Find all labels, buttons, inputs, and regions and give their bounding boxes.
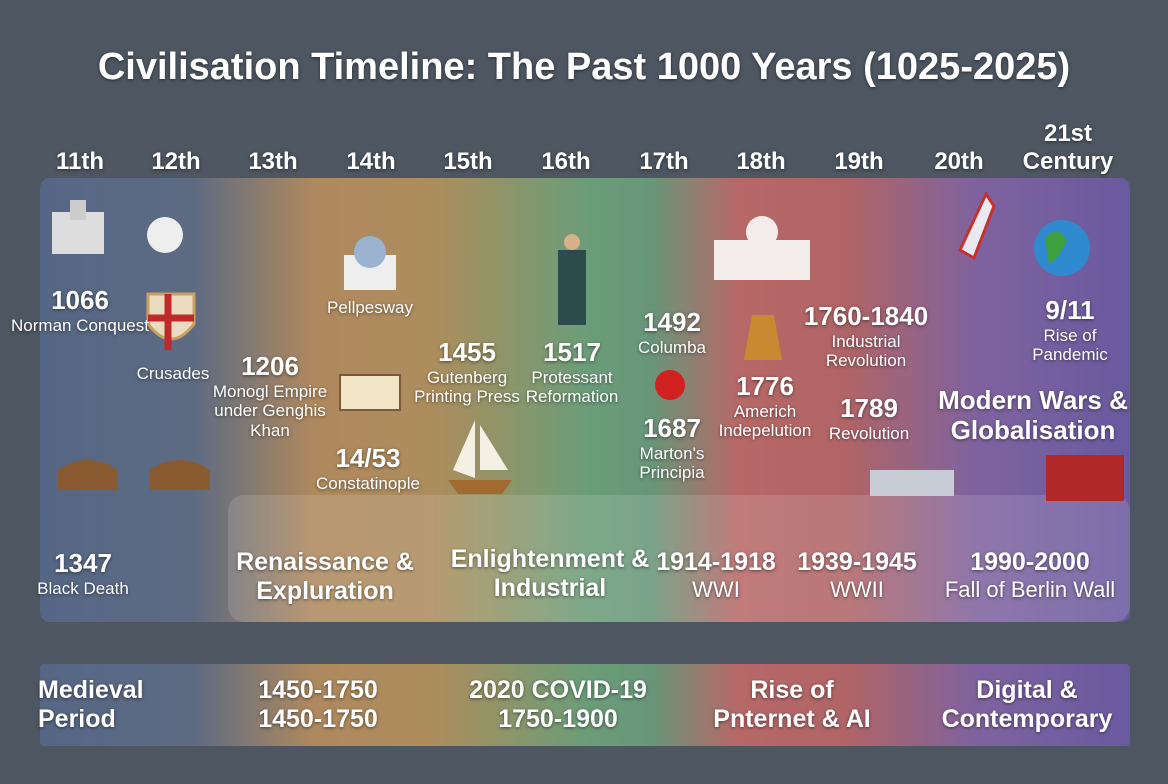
event-date: 1455 xyxy=(438,337,496,367)
period-label: Rise of Pnternet & AI xyxy=(713,676,871,733)
era: Renaissance & Expluration xyxy=(225,548,425,606)
palace-dome xyxy=(746,216,778,248)
event-date: 1789 xyxy=(840,393,898,423)
period-label: 1450-1750 1450-1750 xyxy=(258,676,378,733)
century-label: 16th xyxy=(541,148,591,175)
event-date: 1760-1840 xyxy=(803,301,929,331)
century-label: 12th xyxy=(151,148,201,175)
figure-head xyxy=(564,234,580,250)
shield-cross xyxy=(148,294,194,350)
era-label: WWII xyxy=(830,576,884,602)
event: 1776 Americh Indepelution xyxy=(705,371,825,441)
rocket-icon xyxy=(958,190,996,261)
period-band xyxy=(40,664,1130,746)
title: Civilisation Timeline: The Past 1000 Yea… xyxy=(97,46,1071,88)
century-label: 18th xyxy=(736,148,786,175)
ship-sails xyxy=(453,420,508,478)
era-label: WWI xyxy=(692,576,740,602)
event-date: 1347 xyxy=(54,548,112,578)
ship-hull xyxy=(448,480,512,494)
event: 1347 Black Death xyxy=(18,548,148,598)
icons xyxy=(52,190,1124,501)
apple-icon xyxy=(655,370,685,400)
period-label: Medieval Period xyxy=(38,676,144,733)
event-label: Pellpesway xyxy=(327,298,413,317)
century-label: 19th xyxy=(834,148,884,175)
century-label: 20th xyxy=(934,148,984,175)
event-date: Modern Wars & Globalisation xyxy=(938,385,1128,445)
event: 1492 Columba xyxy=(612,307,732,357)
era: 1990-2000 Fall of Berlin Wall xyxy=(930,548,1130,602)
event-label: Revolution xyxy=(828,423,910,443)
event: Modern Wars & Globalisation xyxy=(928,385,1138,446)
event-label: Gutenberg Printing Press xyxy=(414,367,520,407)
event: 1066 Norman Conquest xyxy=(5,285,155,335)
building-dome xyxy=(354,236,386,268)
event-label: Columba xyxy=(637,337,707,357)
event: 1206 Monogl Empire under Genghis Khan xyxy=(205,351,335,441)
factory-icon xyxy=(870,470,954,496)
era: 1939-1945 WWII xyxy=(787,548,927,602)
event-label: Industrial Revolution xyxy=(825,331,907,371)
century-label: 13th xyxy=(248,148,298,175)
event: Pellpesway xyxy=(310,298,430,318)
event-date: 1066 xyxy=(51,285,109,315)
main-band xyxy=(40,178,1130,622)
event-label: Rise of Pandemic xyxy=(1032,325,1108,365)
event-label: Marton's Principia xyxy=(639,443,705,483)
event: Crusades xyxy=(98,364,248,384)
era-label: Fall of Berlin Wall xyxy=(944,576,1116,602)
event-label: Crusades xyxy=(136,364,210,383)
event-label: Constatinople xyxy=(316,473,420,493)
bell-icon xyxy=(744,315,782,360)
event: 9/11 Rise of Pandemic xyxy=(1010,295,1130,365)
century-label: 11th xyxy=(55,148,105,175)
period-label: 2020 COVID-19 1750-1900 xyxy=(469,676,647,733)
event-date: 14/53 xyxy=(335,443,401,473)
century-label: 17th xyxy=(639,148,689,175)
event-date: 1687 xyxy=(643,413,701,443)
event-date: 1517 xyxy=(543,337,601,367)
event-label: Protessant Reformation xyxy=(525,367,619,407)
event: 1789 Revolution xyxy=(809,393,929,443)
event: 1455 Gutenberg Printing Press xyxy=(402,337,532,407)
event: 1517 Protessant Reformation xyxy=(507,337,637,407)
era-date: Renaissance & Expluration xyxy=(236,548,414,605)
event-date: 1492 xyxy=(643,307,701,337)
era: 1914-1918 WWI xyxy=(646,548,786,602)
event-label: Americh Indepelution xyxy=(718,401,812,441)
rider-icons xyxy=(58,460,210,490)
wall-icon xyxy=(1046,455,1124,501)
event-date: 1206 xyxy=(241,351,299,381)
event: 14/53 Constatinople xyxy=(303,443,433,493)
era-date: 1914-1918 xyxy=(656,548,776,576)
event-label: Monogl Empire under Genghis Khan xyxy=(212,381,328,440)
event: 1760-1840 Industrial Revolution xyxy=(791,301,941,371)
era-date: 1939-1945 xyxy=(797,548,917,576)
event: 1687 Marton's Principia xyxy=(612,413,732,483)
castle-tower xyxy=(70,200,86,220)
event-date: 9/11 xyxy=(1045,295,1095,325)
event-date: 1776 xyxy=(736,371,794,401)
era-date: Enlightenment & Industrial xyxy=(450,545,650,602)
century-label: 21st Century xyxy=(1022,120,1114,175)
figure-icon xyxy=(558,250,586,325)
century-label: 14th xyxy=(346,148,396,175)
era: Enlightenment & Industrial xyxy=(450,545,650,603)
era-band xyxy=(228,495,1130,622)
skull-icon xyxy=(147,217,183,253)
period-label: Digital & Contemporary xyxy=(941,676,1113,733)
century-label: 15th xyxy=(443,148,493,175)
book-icon xyxy=(339,374,401,411)
event-label: Black Death xyxy=(37,578,129,598)
era-date: 1990-2000 xyxy=(970,548,1090,576)
globe-land xyxy=(1045,231,1067,264)
event-label: Norman Conquest xyxy=(11,315,149,335)
